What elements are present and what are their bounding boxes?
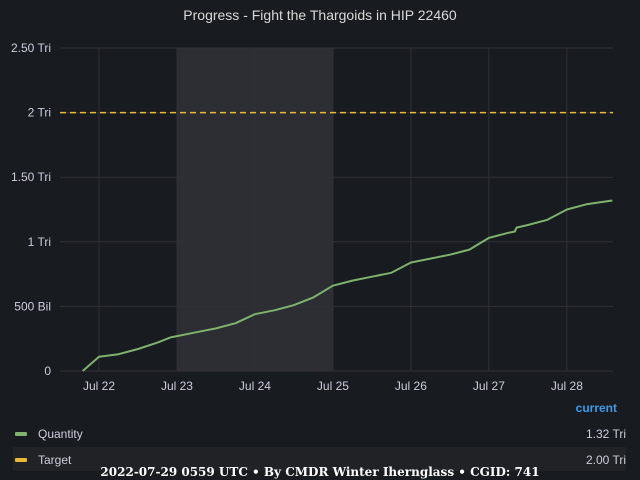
legend-item-quantity[interactable]: Quantity 1.32 Tri [13,421,626,445]
x-tick-label: Jul 22 [83,379,115,393]
legend-item-label: Target [38,453,72,467]
target-swatch-icon [15,458,27,462]
chart-title: Progress - Fight the Thargoids in HIP 22… [183,7,457,23]
y-tick-label: 1 Tri [28,235,51,249]
quantity-swatch-icon [15,432,27,436]
legend-item-current-value: 1.32 Tri [585,427,626,441]
plot-area[interactable]: 0 500 Bil 1 Tri 1.50 Tri 2 Tri 2.50 Tri Jul 22… [0,0,640,400]
legend-item-target[interactable]: Target 2.00 Tri [13,447,626,471]
x-tick-label: Jul 27 [473,379,505,393]
series-line-quantity [82,199,613,372]
x-tick-label: Jul 28 [551,379,583,393]
x-tick-label: Jul 26 [395,379,427,393]
legend-item-current-value: 2.00 Tri [585,453,626,467]
y-tick-label: 2.50 Tri [11,41,51,55]
y-tick-label: 0 [44,364,51,378]
legend-header-current[interactable]: current [575,401,617,415]
y-tick-label: 2 Tri [28,106,51,120]
footer-credit: 2022-07-29 0559 UTC • By CMDR Winter Ihe… [100,465,540,479]
y-tick-label: 500 Bil [14,299,51,313]
x-tick-label: Jul 23 [161,379,193,393]
x-tick-label: Jul 24 [239,379,271,393]
legend-item-label: Quantity [38,427,83,441]
y-tick-label: 1.50 Tri [11,170,51,184]
x-tick-label: Jul 25 [317,379,349,393]
